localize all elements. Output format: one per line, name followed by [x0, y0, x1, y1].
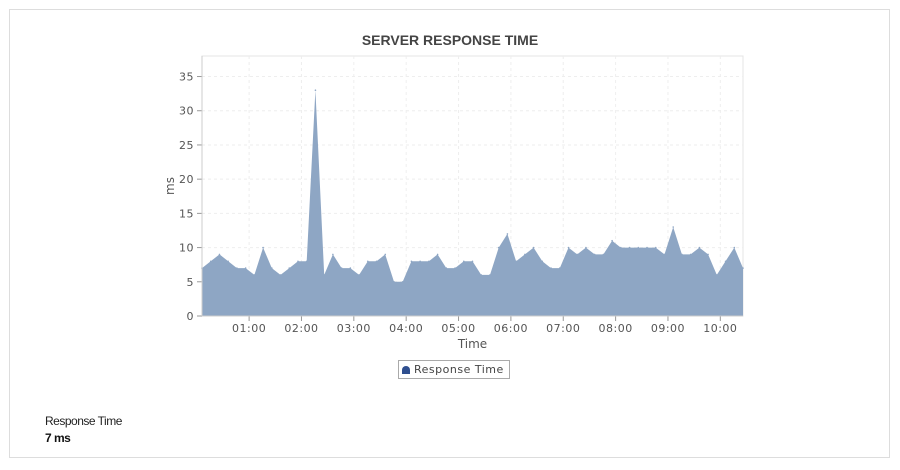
data-point — [253, 274, 256, 276]
y-tick-label: 35 — [179, 71, 194, 84]
data-point — [218, 253, 221, 256]
data-point — [236, 267, 238, 269]
data-point — [515, 260, 517, 263]
data-point — [262, 246, 264, 249]
data-point — [524, 253, 526, 256]
data-point — [462, 260, 465, 263]
data-point — [611, 239, 613, 242]
data-point — [305, 260, 308, 263]
series-area-response-time — [202, 90, 743, 316]
data-point — [297, 260, 299, 263]
data-point — [541, 260, 544, 263]
data-point — [271, 267, 273, 269]
data-point — [707, 253, 709, 256]
y-axis-label: ms — [163, 177, 177, 195]
data-point — [602, 253, 605, 256]
x-tick-label: 01:00 — [232, 322, 266, 335]
legend-marker-icon — [402, 365, 410, 374]
data-point — [620, 246, 622, 249]
y-tick-label: 5 — [187, 276, 195, 289]
x-tick-label: 03:00 — [337, 322, 371, 335]
data-point — [593, 253, 596, 256]
data-point — [716, 274, 718, 276]
data-point — [742, 267, 744, 269]
data-point — [393, 280, 395, 283]
data-point — [681, 253, 683, 256]
data-point — [672, 226, 674, 228]
data-point — [689, 253, 692, 256]
data-point — [654, 246, 657, 249]
data-point — [558, 267, 561, 269]
data-point — [646, 246, 648, 249]
panel-border — [9, 9, 890, 458]
data-point — [358, 274, 360, 276]
data-point — [332, 253, 334, 256]
data-point — [436, 253, 439, 256]
x-tick-label: 06:00 — [494, 322, 528, 335]
data-point — [532, 246, 535, 249]
data-point — [428, 260, 430, 263]
data-point — [323, 274, 325, 276]
data-point — [288, 267, 291, 269]
data-point — [419, 260, 421, 263]
data-point — [506, 233, 509, 235]
data-point — [576, 253, 579, 256]
data-point — [454, 267, 456, 269]
data-point — [314, 89, 317, 92]
x-tick-label: 07:00 — [546, 322, 580, 335]
data-point — [340, 267, 343, 269]
y-tick-label: 0 — [187, 310, 195, 323]
data-point — [733, 246, 736, 249]
data-point — [445, 267, 448, 269]
y-tick-label: 20 — [179, 173, 194, 186]
x-tick-label: 10:00 — [703, 322, 737, 335]
data-point — [585, 246, 587, 249]
data-point — [628, 246, 631, 249]
x-tick-label: 08:00 — [599, 322, 633, 335]
data-point — [401, 280, 404, 283]
data-point — [410, 260, 413, 263]
data-point — [497, 246, 500, 249]
data-point — [366, 260, 369, 263]
chart-title: SERVER RESPONSE TIME — [361, 32, 539, 48]
y-tick-label: 10 — [179, 242, 194, 255]
y-tick-label: 30 — [179, 105, 194, 118]
data-point — [637, 246, 640, 249]
summary-label: Response Time — [45, 414, 122, 428]
y-tick-label: 15 — [179, 207, 194, 220]
summary-value: 7 ms — [45, 431, 71, 445]
data-point — [375, 260, 378, 263]
data-point — [209, 260, 212, 263]
data-point — [550, 267, 552, 269]
data-point — [279, 274, 282, 276]
data-point — [489, 274, 491, 276]
data-point — [349, 267, 352, 269]
legend[interactable]: Response Time — [398, 360, 510, 379]
data-point — [567, 246, 570, 249]
data-point — [724, 260, 727, 263]
x-axis-label: Time — [457, 337, 487, 351]
data-point — [663, 253, 666, 256]
data-point — [384, 253, 387, 256]
legend-label: Response Time — [414, 363, 504, 376]
data-point — [244, 267, 247, 269]
x-tick-label: 05:00 — [441, 322, 475, 335]
data-point — [227, 260, 229, 263]
x-tick-label: 04:00 — [389, 322, 423, 335]
data-point — [480, 274, 483, 276]
x-tick-label: 09:00 — [651, 322, 685, 335]
data-point — [471, 260, 474, 263]
data-point — [698, 246, 701, 249]
x-tick-label: 02:00 — [284, 322, 318, 335]
y-tick-label: 25 — [179, 139, 194, 152]
